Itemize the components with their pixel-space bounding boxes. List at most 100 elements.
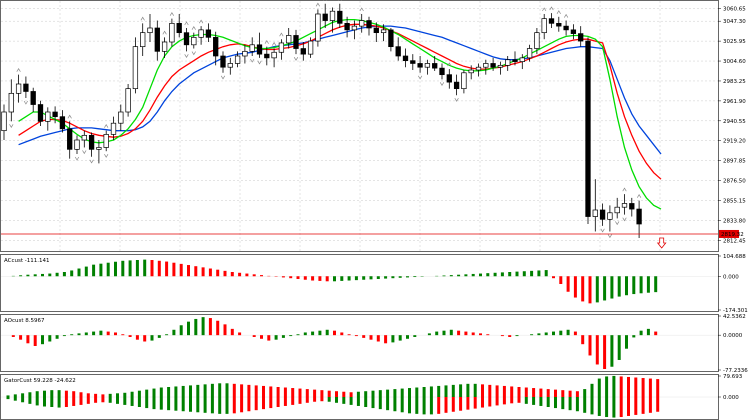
candle [147,27,153,34]
fractal-up-icon [264,39,269,44]
y-tick-label: 2983.25 [723,79,746,85]
y-tick-label: 2897.85 [723,159,746,165]
candle [23,83,29,92]
candle [88,134,95,150]
y-tick-label: 2961.90 [723,99,746,105]
candle [81,134,87,141]
y-tick-label: 0.0000 [723,333,743,339]
candle [446,74,452,83]
fractal-down-icon [23,100,29,105]
candle [548,18,555,24]
candle [490,63,496,68]
candle [344,22,350,31]
candle [125,88,131,113]
indicator-label: AOcust 8.5967 [4,318,45,324]
candle [45,111,51,122]
fractal-down-icon [9,124,14,129]
fractal-up-icon [622,187,627,192]
candle [96,147,102,150]
candle [526,48,533,59]
y-tick-label: -174.301 [723,308,748,314]
candle [74,139,80,150]
candle [570,29,577,34]
candle [366,20,372,29]
candle [599,209,606,220]
candle [271,51,277,59]
fractal-down-icon [607,234,613,239]
candle [439,67,445,76]
candle [191,36,197,46]
candle [410,60,416,64]
candle [585,40,591,217]
fractal-up-icon [359,7,364,12]
fractal-up-icon [315,2,321,7]
candle [621,203,628,208]
fractal-down-icon [104,154,109,158]
fractal-down-icon [439,82,445,87]
candle [154,27,160,52]
fractal-up-icon [279,32,284,37]
candle [213,36,219,57]
candle [198,29,204,38]
candle [227,63,233,68]
fractal-down-icon [74,156,80,161]
candle [8,92,14,113]
candle [395,46,401,57]
candle [483,63,489,68]
y-tick-label: 2919.20 [723,139,746,145]
candle [424,63,431,68]
fractal-down-icon [191,51,196,56]
fractal-up-icon [447,62,452,67]
candle [37,104,44,122]
candle [337,10,343,24]
y-tick-label: 0.000 [723,274,739,280]
candle [497,64,504,68]
fractal-down-icon [600,228,605,233]
fractal-up-icon [556,10,561,14]
fractal-up-icon [549,6,554,11]
candle [614,206,620,214]
candle [388,29,394,48]
candle [329,10,336,21]
candle [475,66,482,71]
panel-frame [0,314,719,372]
fractal-up-icon [184,21,189,26]
fractal-down-icon [220,75,226,80]
y-tick-label: 2876.50 [723,179,746,185]
y-tick-label: 2855.15 [723,199,746,205]
fractal-up-icon [104,123,109,128]
candle [453,81,460,90]
candle [563,25,569,31]
fractal-up-icon [169,11,175,16]
candle [417,63,423,68]
fractal-up-icon [542,7,547,12]
candle [636,208,642,225]
indicator-label: GatorCust 59.228 -24.622 [4,378,76,384]
y-tick-label: 2833.80 [723,218,746,224]
y-tick-label: 3025.95 [723,39,746,45]
candle [183,32,190,46]
fractal-up-icon [636,193,642,198]
candle [59,116,66,130]
candle [278,42,285,53]
candle [110,122,117,135]
candle [432,63,438,69]
candle [512,59,518,62]
candle [176,22,182,34]
candle [15,83,22,94]
candle [249,44,255,52]
candle [205,29,212,38]
candle [461,72,467,90]
candle [380,29,387,34]
y-tick-label: 3004.60 [723,59,746,65]
y-tick-label: 104.688 [723,254,746,260]
fractal-up-icon [16,67,21,72]
candle [307,40,314,55]
candle [118,111,124,124]
fractal-down-icon [257,60,262,65]
fractal-down-icon [89,159,94,164]
fractal-down-icon [82,150,87,155]
candle [556,22,562,27]
y-tick-label: 0.000 [723,395,739,401]
candle [359,20,365,27]
